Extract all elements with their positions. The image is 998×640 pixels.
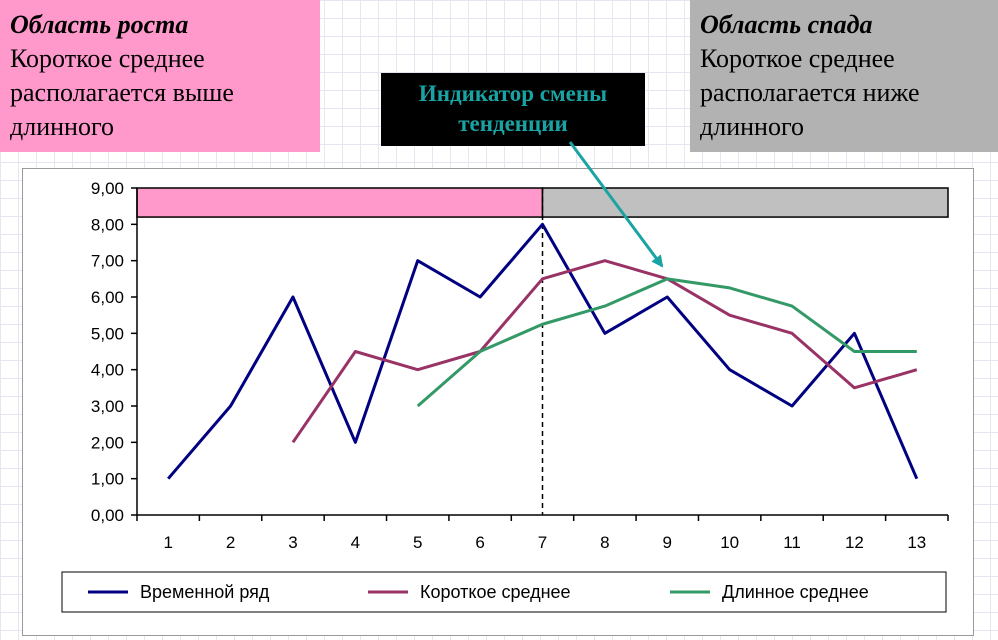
decline-area-line-2: располагается ниже: [700, 78, 920, 107]
x-tick-label: 4: [351, 533, 360, 552]
x-tick-label: 8: [600, 533, 609, 552]
indicator-line-2: тенденции: [458, 111, 568, 136]
y-tick-label: 9,00: [91, 179, 124, 198]
x-tick-label: 6: [475, 533, 484, 552]
x-tick-label: 5: [413, 533, 422, 552]
decline-area-line-1: Короткое среднее: [700, 44, 895, 73]
growth-area-line-2: располагается выше: [10, 78, 234, 107]
x-tick-label: 9: [663, 533, 672, 552]
y-tick-label: 0,00: [91, 506, 124, 525]
x-tick-label: 11: [783, 533, 801, 552]
x-tick-label: 1: [163, 533, 172, 552]
legend-box: [61, 571, 947, 613]
series-line-3: [416, 277, 917, 408]
legend-label-3: Длинное среднее: [722, 582, 869, 602]
y-tick-label: 3,00: [91, 397, 124, 416]
y-tick-label: 2,00: [91, 433, 124, 452]
legend-label-1: Временной ряд: [140, 582, 270, 602]
legend: Временной ряд Короткое среднее Длинное сре…: [61, 571, 947, 613]
y-tick-label: 6,00: [91, 288, 124, 307]
x-tick-label: 7: [538, 533, 547, 552]
decline-area-line-3: длинного: [700, 112, 804, 141]
growth-area-line-3: длинного: [10, 112, 114, 141]
x-tick-label: 3: [288, 533, 297, 552]
x-tick-label: 12: [845, 533, 864, 552]
x-tick-label: 2: [226, 533, 235, 552]
decline-area-box: Область спада Короткое среднее располага…: [690, 0, 998, 152]
growth-area-line-1: Короткое среднее: [10, 44, 205, 73]
y-tick-label: 8,00: [91, 215, 124, 234]
decline-area-title: Область спада: [700, 10, 873, 39]
indicator-line-1: Индикатор смены: [418, 81, 608, 106]
series-line-2: [291, 259, 918, 444]
growth-area-title: Область роста: [10, 10, 189, 39]
indicator-arrow: [568, 141, 664, 268]
y-tick-label: 1,00: [91, 470, 124, 489]
x-tick-label: 10: [720, 533, 739, 552]
trend-change-indicator: Индикатор смены тенденции: [381, 73, 645, 146]
legend-label-2: Короткое среднее: [420, 582, 571, 602]
growth-area-box: Область роста Короткое среднее располага…: [0, 0, 320, 152]
y-tick-label: 7,00: [91, 252, 124, 271]
y-tick-label: 5,00: [91, 324, 124, 343]
decline-band: [541, 187, 949, 218]
chart-frame: [22, 168, 974, 636]
growth-band: [136, 187, 544, 218]
series-line-1: [167, 222, 919, 480]
x-tick-label: 13: [907, 533, 926, 552]
y-tick-label: 4,00: [91, 361, 124, 380]
